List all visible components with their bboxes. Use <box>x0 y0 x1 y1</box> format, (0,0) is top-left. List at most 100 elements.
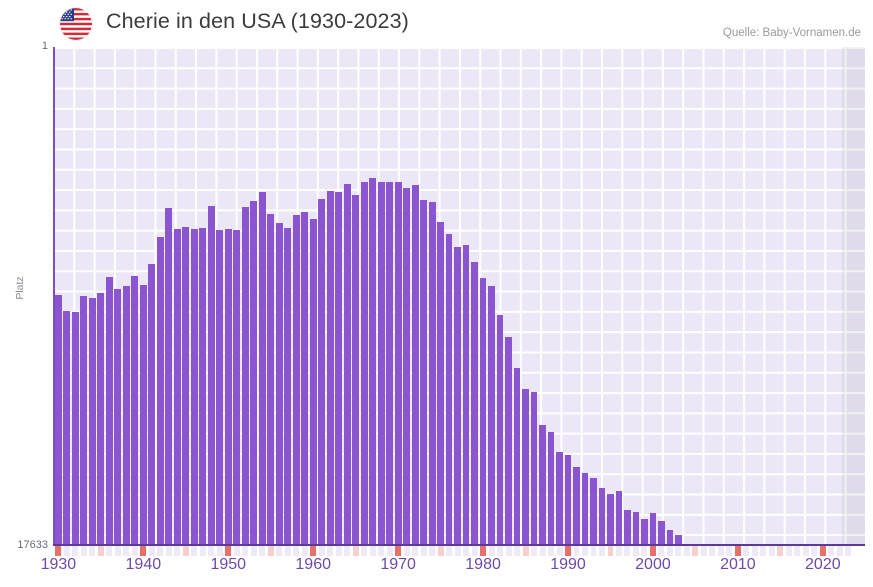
x-axis-label-1940: 1940 <box>125 556 162 573</box>
bar-1986 <box>530 392 538 544</box>
x-tick-1976 <box>446 546 453 556</box>
bar-1935 <box>97 293 105 544</box>
bar-1932 <box>71 312 79 544</box>
bar-1993 <box>590 478 597 544</box>
x-tick-1986 <box>531 546 538 556</box>
x-tick-1990 <box>565 546 571 556</box>
bar-1971 <box>403 188 411 544</box>
x-tick-1981 <box>488 546 495 556</box>
x-tick-1943 <box>165 546 172 556</box>
bar-1930 <box>55 295 62 544</box>
x-tick-1939 <box>131 546 138 556</box>
x-tick-1972 <box>412 546 419 556</box>
bar-1972 <box>411 185 419 544</box>
bar-1941 <box>148 264 156 544</box>
bar-1958 <box>292 215 300 544</box>
x-tick-1974 <box>429 546 436 556</box>
bar-1956 <box>275 223 283 544</box>
x-axis-ticks <box>53 546 865 556</box>
x-tick-2004 <box>683 546 690 556</box>
bar-1998 <box>632 512 640 544</box>
bar-2003 <box>675 535 682 544</box>
x-tick-1988 <box>548 546 554 556</box>
x-axis-label-1990: 1990 <box>550 556 586 573</box>
x-tick-2011 <box>743 546 750 556</box>
bar-1966 <box>360 182 368 544</box>
bar-1995 <box>607 494 614 544</box>
us-flag-icon <box>60 8 92 40</box>
bar-1952 <box>241 207 249 544</box>
x-tick-1941 <box>148 546 155 556</box>
x-tick-1930 <box>55 546 62 556</box>
x-tick-1967 <box>369 546 376 556</box>
x-tick-1932 <box>72 546 79 556</box>
bar-1963 <box>335 192 343 544</box>
x-tick-1945 <box>182 546 189 556</box>
x-tick-2023 <box>845 546 852 556</box>
x-axis-label-1950: 1950 <box>210 556 247 573</box>
x-tick-1942 <box>157 546 164 556</box>
x-tick-2009 <box>726 546 733 556</box>
x-tick-1966 <box>361 546 368 556</box>
bar-1979 <box>471 262 478 544</box>
x-tick-1954 <box>259 546 266 556</box>
x-tick-1975 <box>437 546 444 556</box>
x-axis-label-1970: 1970 <box>380 556 416 573</box>
x-tick-1940 <box>140 546 147 556</box>
x-tick-1997 <box>624 546 631 556</box>
bar-1984 <box>513 368 521 544</box>
x-tick-1947 <box>199 546 206 556</box>
y-axis-line <box>53 47 55 544</box>
bar-1983 <box>505 337 512 544</box>
x-tick-2006 <box>700 546 707 556</box>
x-tick-1998 <box>632 546 639 556</box>
bar-1974 <box>428 202 436 544</box>
x-tick-2015 <box>777 546 784 556</box>
x-axis-label-1980: 1980 <box>465 556 501 573</box>
x-tick-2019 <box>811 546 818 556</box>
bar-1949 <box>216 230 224 544</box>
x-tick-1996 <box>615 546 622 556</box>
x-tick-1950 <box>225 546 232 556</box>
x-tick-2012 <box>751 546 758 556</box>
x-tick-2003 <box>675 546 682 556</box>
bar-1940 <box>139 285 147 544</box>
x-tick-2007 <box>709 546 716 556</box>
x-tick-1971 <box>403 546 410 556</box>
x-axis-line <box>53 544 865 546</box>
bar-1961 <box>318 199 326 544</box>
x-tick-1934 <box>89 546 96 556</box>
x-tick-1994 <box>599 546 605 556</box>
x-tick-1956 <box>276 546 283 556</box>
x-tick-1999 <box>641 546 648 556</box>
x-axis-label-2020: 2020 <box>805 556 841 573</box>
x-tick-2010 <box>734 546 741 556</box>
bar-1973 <box>420 200 427 544</box>
bar-1992 <box>581 473 589 544</box>
bar-1960 <box>309 219 317 544</box>
x-tick-2020 <box>819 546 826 556</box>
bar-1988 <box>547 432 555 544</box>
x-tick-1957 <box>284 546 291 556</box>
x-tick-1937 <box>114 546 121 556</box>
x-tick-1951 <box>233 546 240 556</box>
y-axis-labels: 1 17633 <box>0 40 48 551</box>
x-tick-1965 <box>352 546 359 556</box>
x-tick-1979 <box>471 546 478 556</box>
bar-1964 <box>343 184 351 544</box>
bar-1938 <box>122 286 130 544</box>
bar-1977 <box>454 247 461 544</box>
x-tick-1960 <box>310 546 317 556</box>
bar-1955 <box>267 214 275 544</box>
bar-1996 <box>615 491 623 544</box>
bar-1931 <box>63 311 71 544</box>
x-tick-2017 <box>794 546 801 556</box>
bar-1994 <box>598 488 606 544</box>
bar-1951 <box>233 230 241 544</box>
page-title: Cherie in den USA (1930-2023) <box>106 9 409 33</box>
bar-1947 <box>199 228 207 544</box>
x-tick-1962 <box>327 546 334 556</box>
bar-1970 <box>394 182 402 544</box>
x-tick-1991 <box>573 546 580 556</box>
